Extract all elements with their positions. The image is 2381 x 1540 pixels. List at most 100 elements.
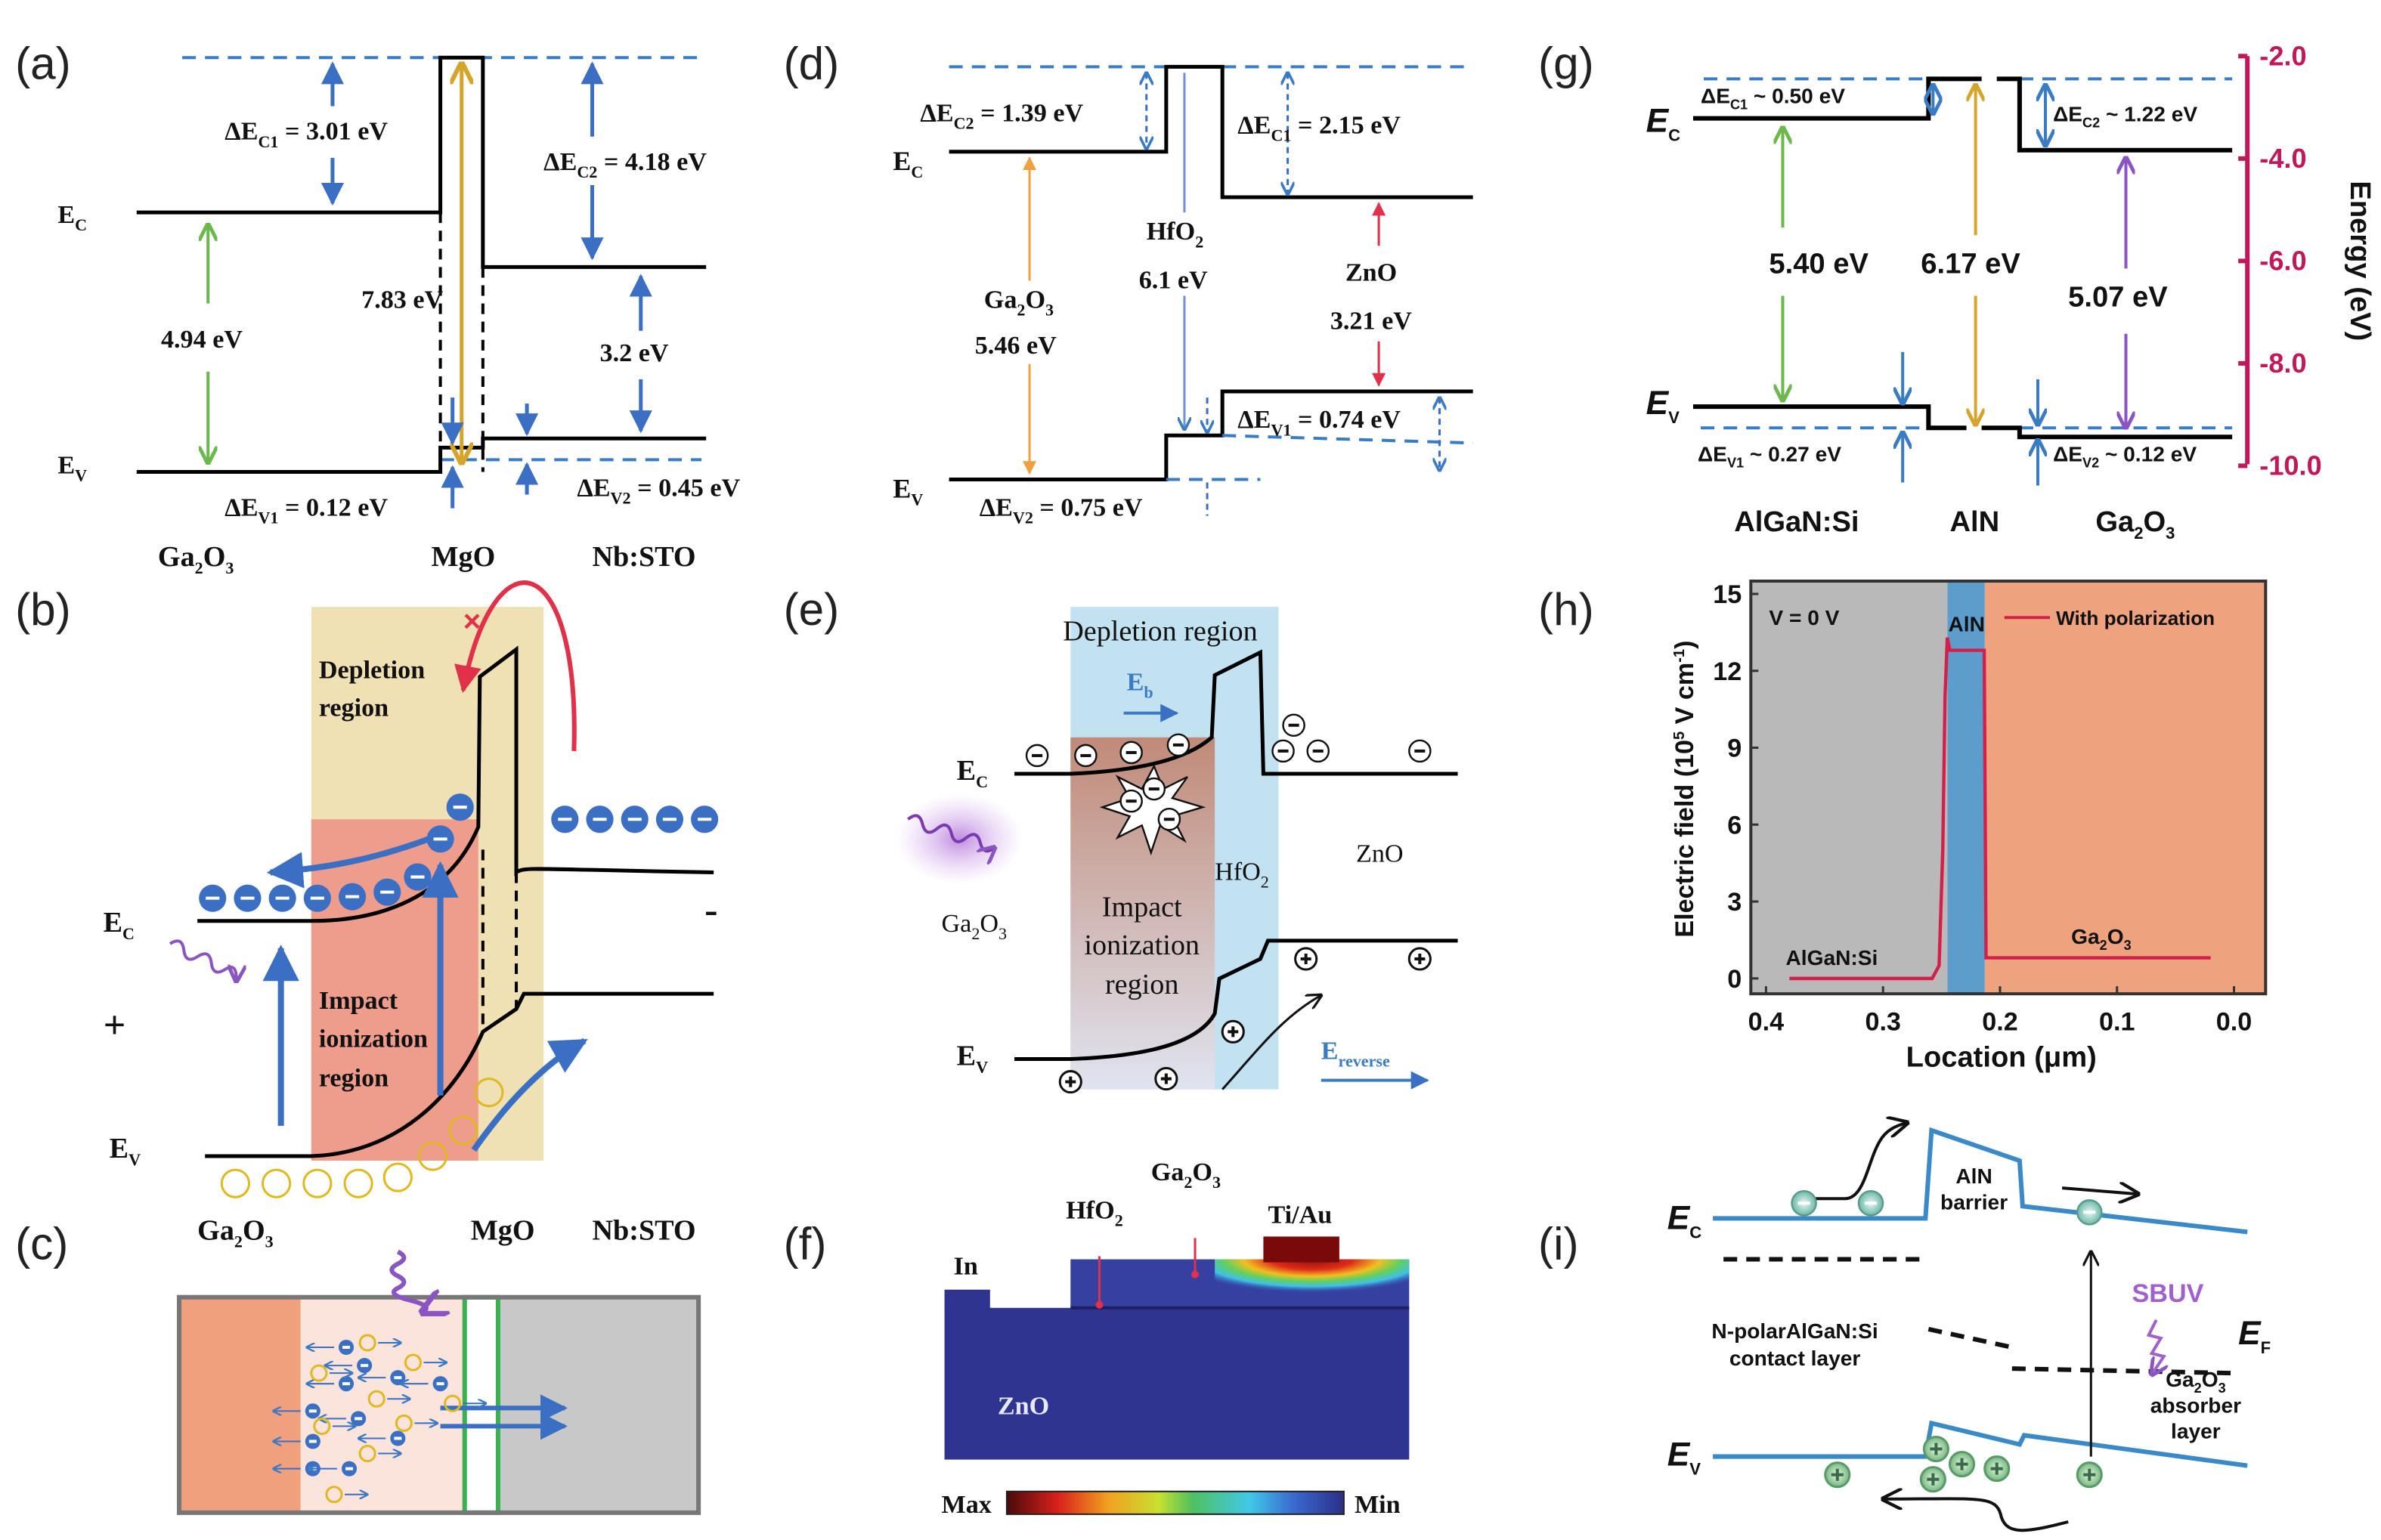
hole-icon bbox=[382, 1162, 413, 1192]
electron-icon bbox=[305, 1433, 320, 1449]
region-ga2o3 bbox=[1984, 581, 2266, 994]
delta-ec1-label: ΔEC1 = 3.01 eV bbox=[224, 118, 388, 151]
chart-regions bbox=[1751, 581, 2266, 994]
material-ga2o3: Ga2O3 bbox=[984, 286, 1054, 320]
electron-icon bbox=[390, 1430, 406, 1446]
x-tick-label: 0.1 bbox=[2099, 1007, 2135, 1036]
delta-ev2-label: ΔEV2 = 0.75 eV bbox=[980, 494, 1143, 527]
hole-icon bbox=[404, 1353, 422, 1371]
material-hfo2: HfO2 bbox=[1215, 858, 1269, 892]
holes bbox=[220, 1078, 504, 1198]
barrier-label-2: barrier bbox=[1940, 1190, 2008, 1214]
panel-label: (e) bbox=[784, 583, 840, 635]
ga2o3-block bbox=[179, 1297, 301, 1513]
x-axis-label: Location (μm) bbox=[1906, 1041, 2097, 1074]
photon-icon bbox=[907, 814, 997, 854]
label-ga2o3: Ga2O3 bbox=[1151, 1158, 1221, 1192]
delta-ec2-label: ΔEC2 ~ 1.22 eV bbox=[2053, 103, 2197, 131]
material-mgo: MgO bbox=[432, 541, 496, 573]
impact-label-1: Impact bbox=[319, 987, 398, 1015]
bandgap-nbsto: 3.2 eV bbox=[600, 339, 669, 367]
photon-icon bbox=[169, 939, 242, 982]
bandgap-mgo: 7.83 eV bbox=[361, 286, 443, 314]
algan-annotation: AlGaN:Si bbox=[1786, 946, 1878, 969]
ef-label: EF bbox=[2238, 1315, 2271, 1357]
absorber-label-2: layer bbox=[2171, 1419, 2221, 1443]
hole-icon bbox=[444, 1394, 462, 1412]
series-line bbox=[1789, 637, 2211, 981]
material-ga2o3: Ga2O3 bbox=[158, 541, 234, 577]
electron-icon bbox=[1119, 789, 1143, 813]
x-tick-label: 0.0 bbox=[2216, 1007, 2252, 1036]
depletion-label: Depletion region bbox=[1063, 615, 1257, 647]
panel-f: (f) Ga2O3 HfO2 Ti/Au In ZnO Max Min bbox=[784, 1158, 1410, 1519]
electron-icon bbox=[199, 884, 227, 912]
electron-icon bbox=[338, 1376, 355, 1392]
panel-label: (g) bbox=[1538, 37, 1594, 88]
electron-icon bbox=[1271, 739, 1295, 763]
delta-ec2-label: ΔEC2 = 4.18 eV bbox=[543, 148, 707, 181]
plus-terminal: + bbox=[104, 1003, 126, 1047]
bandgap-algan: 5.40 eV bbox=[1769, 247, 1869, 280]
material-algan: AlGaN:Si bbox=[1734, 506, 1859, 538]
panel-d: (d) EC EV ΔEC2 = 1.39 eV ΔEC1 = 2.15 eV … bbox=[784, 37, 1473, 527]
electron-icon bbox=[357, 1358, 373, 1374]
ec-label: EC bbox=[57, 201, 87, 234]
delta-ev1-label: ΔEV1 ~ 0.27 eV bbox=[1698, 442, 1841, 470]
electron-icon bbox=[338, 883, 367, 911]
material-aln: AlN bbox=[1949, 506, 1999, 538]
mgo-block bbox=[462, 1294, 500, 1515]
barrier-label-1: AlN bbox=[1955, 1164, 1992, 1188]
contact-label-1: N-polarAlGaN:Si bbox=[1711, 1319, 1878, 1343]
ec-label: EC bbox=[1646, 103, 1680, 145]
ga2o3-annotation: Ga2O3 bbox=[2071, 925, 2131, 953]
impact-star-icon bbox=[1099, 764, 1206, 856]
electrons bbox=[199, 793, 719, 912]
ev-label: EV bbox=[57, 451, 87, 484]
hole-icon bbox=[2076, 1461, 2103, 1489]
energy-tick-label: -8.0 bbox=[2259, 348, 2306, 379]
label-tiau: Ti/Au bbox=[1268, 1201, 1332, 1229]
conduction-band-line bbox=[136, 55, 707, 269]
electron-icon bbox=[1306, 739, 1330, 763]
legend: With polarization bbox=[2004, 607, 2215, 629]
hole-icon bbox=[1948, 1451, 1976, 1478]
impact-label-3: region bbox=[319, 1065, 389, 1093]
zno-layer bbox=[944, 1307, 1410, 1460]
hole-icon bbox=[262, 1168, 292, 1198]
ec-label: EC bbox=[893, 146, 923, 181]
valence-band-line bbox=[1713, 1420, 2248, 1468]
x-tick-label: 0.4 bbox=[1748, 1007, 1784, 1036]
electron-icon bbox=[351, 1411, 367, 1427]
ev-label: EV bbox=[893, 474, 923, 509]
energy-axis-label: Energy (eV) bbox=[2344, 181, 2376, 341]
hole-icon bbox=[1407, 947, 1432, 971]
blocked-x-icon: × bbox=[463, 604, 481, 638]
hole-icon bbox=[1294, 947, 1318, 971]
valence-band-line bbox=[136, 436, 707, 474]
delta-ev1-label: ΔEV1 = 0.12 eV bbox=[224, 494, 388, 527]
electron-icon bbox=[1157, 807, 1181, 831]
electron-icon bbox=[1142, 777, 1166, 801]
electron-icon bbox=[342, 1461, 358, 1477]
electron-icon bbox=[1074, 744, 1098, 768]
hole-icon bbox=[474, 1078, 504, 1108]
material-mgo: MgO bbox=[471, 1214, 535, 1246]
panel-c: (c) bbox=[15, 1218, 701, 1515]
ev-label: EV bbox=[1667, 1436, 1701, 1479]
conduction-band-curve bbox=[1014, 649, 1458, 776]
valence-band-curve bbox=[205, 991, 714, 1158]
electron-icon bbox=[1791, 1189, 1817, 1217]
hole-icon bbox=[395, 1414, 413, 1432]
bandgap-zno: 3.21 eV bbox=[1330, 308, 1412, 336]
voltage-annotation: V = 0 V bbox=[1769, 606, 1839, 629]
impact-label-2: ionization bbox=[319, 1025, 428, 1053]
colorbar-max-label: Max bbox=[942, 1491, 992, 1519]
hole-icon bbox=[310, 1364, 328, 1382]
y-tick-label: 0 bbox=[1727, 965, 1742, 994]
electron-icon bbox=[303, 884, 331, 912]
conduction-band-line bbox=[1713, 1127, 2248, 1235]
hole-icon bbox=[1824, 1461, 1851, 1489]
hole-icon bbox=[220, 1168, 250, 1198]
